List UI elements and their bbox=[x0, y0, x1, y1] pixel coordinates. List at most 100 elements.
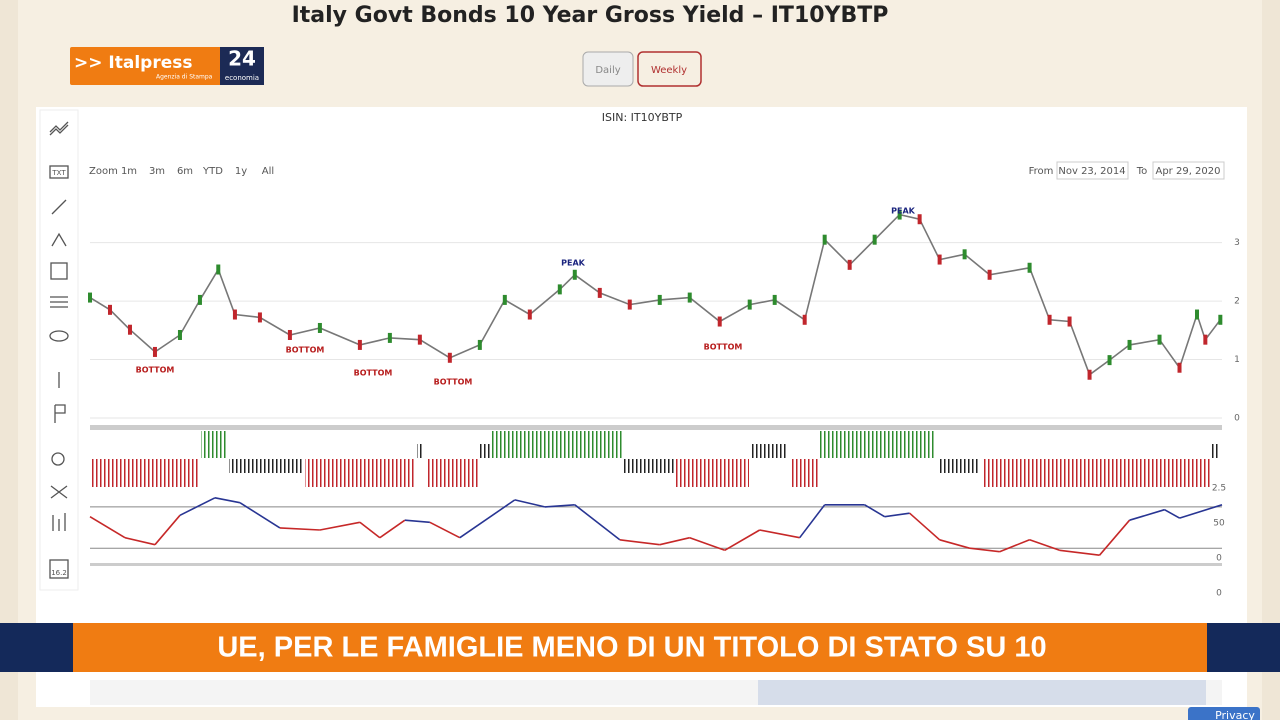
candle bbox=[962, 249, 967, 260]
zoom-button[interactable]: 1y bbox=[235, 166, 247, 177]
oscillator-segment bbox=[459, 499, 516, 539]
oscillator-segment bbox=[1059, 549, 1100, 556]
logo-box bbox=[220, 47, 264, 85]
oscillator-segment bbox=[574, 504, 621, 541]
logo-tag: economia bbox=[225, 74, 259, 82]
annotation: BOTTOM bbox=[286, 346, 325, 355]
oscillator-segment bbox=[319, 521, 361, 531]
zoom-button[interactable]: 6m bbox=[177, 166, 193, 177]
candle bbox=[1047, 314, 1052, 325]
oscillator-segment bbox=[884, 512, 910, 518]
oscillator-tick-label: 0 bbox=[1216, 589, 1222, 599]
candle bbox=[657, 294, 662, 305]
oscillator-segment bbox=[214, 497, 241, 504]
oscillator-segment bbox=[969, 547, 1000, 553]
candle bbox=[1127, 339, 1132, 350]
oscillator-segment bbox=[124, 536, 156, 546]
oscillator-tick-label: 0 bbox=[1216, 554, 1222, 564]
candle bbox=[572, 269, 577, 280]
candle bbox=[687, 292, 692, 303]
y-tick-label: 0 bbox=[1234, 414, 1240, 424]
candle bbox=[1203, 334, 1208, 345]
zoom-button[interactable]: All bbox=[262, 166, 274, 177]
oscillator-segment bbox=[1164, 509, 1180, 519]
to-input[interactable] bbox=[1152, 161, 1225, 180]
candle bbox=[897, 209, 902, 220]
oscillator-segment bbox=[864, 504, 886, 518]
from-date[interactable]: Nov 23, 2014 bbox=[1058, 166, 1125, 177]
candle bbox=[747, 299, 752, 310]
candle bbox=[1157, 334, 1162, 345]
oscillator-segment bbox=[544, 504, 575, 508]
oscillator-tick-label: 2.5 bbox=[1212, 484, 1226, 494]
candle bbox=[447, 352, 452, 363]
oscillator-segment bbox=[1098, 519, 1131, 556]
zoom-button[interactable]: 1m bbox=[121, 166, 137, 177]
oscillator-segment bbox=[1129, 508, 1165, 521]
candle bbox=[317, 322, 322, 333]
banner bbox=[73, 623, 1207, 672]
daily-label[interactable]: Daily bbox=[595, 65, 620, 76]
oscillator-segment bbox=[759, 529, 800, 539]
separator bbox=[90, 563, 1222, 566]
oscillator-segment bbox=[179, 497, 216, 517]
candle bbox=[1177, 362, 1182, 373]
candle bbox=[287, 329, 292, 340]
signal-bars bbox=[92, 431, 1220, 487]
oscillator-segment bbox=[514, 499, 545, 508]
separator bbox=[90, 425, 1222, 430]
daily-button[interactable] bbox=[582, 51, 634, 87]
logo-text: >> Italpress bbox=[74, 53, 192, 73]
zoom-button[interactable]: YTD bbox=[202, 166, 223, 177]
candle bbox=[937, 254, 942, 265]
candle bbox=[627, 299, 632, 310]
candle bbox=[1195, 309, 1200, 320]
chart-panel bbox=[36, 107, 1247, 707]
toolbar bbox=[39, 109, 79, 591]
oscillator-segment bbox=[89, 516, 126, 539]
to-date[interactable]: Apr 29, 2020 bbox=[1155, 166, 1220, 177]
oscillator-segment bbox=[404, 519, 430, 524]
candle bbox=[1067, 316, 1072, 327]
candle bbox=[527, 309, 532, 320]
annotation: BOTTOM bbox=[354, 369, 393, 378]
candle bbox=[1218, 314, 1223, 325]
candle bbox=[717, 316, 722, 327]
privacy-label[interactable]: Privacy bbox=[1215, 709, 1255, 722]
y-tick-label: 2 bbox=[1234, 297, 1240, 307]
candle bbox=[177, 329, 182, 340]
logo-number: 24 bbox=[228, 47, 256, 71]
candle bbox=[1027, 262, 1032, 273]
candle bbox=[597, 287, 602, 298]
zoom-button[interactable]: 3m bbox=[149, 166, 165, 177]
candle bbox=[417, 334, 422, 345]
banner-text: UE, PER LE FAMIGLIE MENO DI UN TITOLO DI… bbox=[217, 632, 1046, 664]
oscillator-segment bbox=[429, 521, 461, 539]
annotation: PEAK bbox=[891, 207, 916, 216]
oscillator-segment bbox=[359, 521, 381, 539]
candle bbox=[502, 294, 507, 305]
candle bbox=[802, 314, 807, 325]
weekly-label[interactable]: Weekly bbox=[651, 65, 687, 76]
from-input[interactable] bbox=[1056, 161, 1129, 180]
toolbar-text[interactable]: 16.2 bbox=[51, 569, 67, 577]
weekly-button[interactable] bbox=[637, 51, 702, 87]
isin: ISIN: IT10YBTP bbox=[602, 111, 683, 124]
toolbar-text[interactable]: TXT bbox=[51, 169, 66, 177]
annotation: BOTTOM bbox=[136, 366, 175, 375]
oscillator-segment bbox=[939, 539, 970, 549]
oscillator-segment bbox=[379, 519, 406, 539]
oscillator-segment bbox=[1179, 504, 1223, 519]
navigator-range[interactable] bbox=[758, 680, 1206, 705]
logo-sub: Agenzia di Stampa bbox=[156, 74, 213, 81]
candle bbox=[477, 339, 482, 350]
candle bbox=[1087, 369, 1092, 380]
candle bbox=[822, 234, 827, 245]
oscillator-segment bbox=[909, 512, 941, 541]
candle bbox=[357, 339, 362, 350]
candle bbox=[232, 309, 237, 320]
oscillator-tick-label: 50 bbox=[1213, 519, 1225, 529]
toolbar-icons bbox=[49, 121, 69, 579]
candle bbox=[107, 304, 112, 315]
